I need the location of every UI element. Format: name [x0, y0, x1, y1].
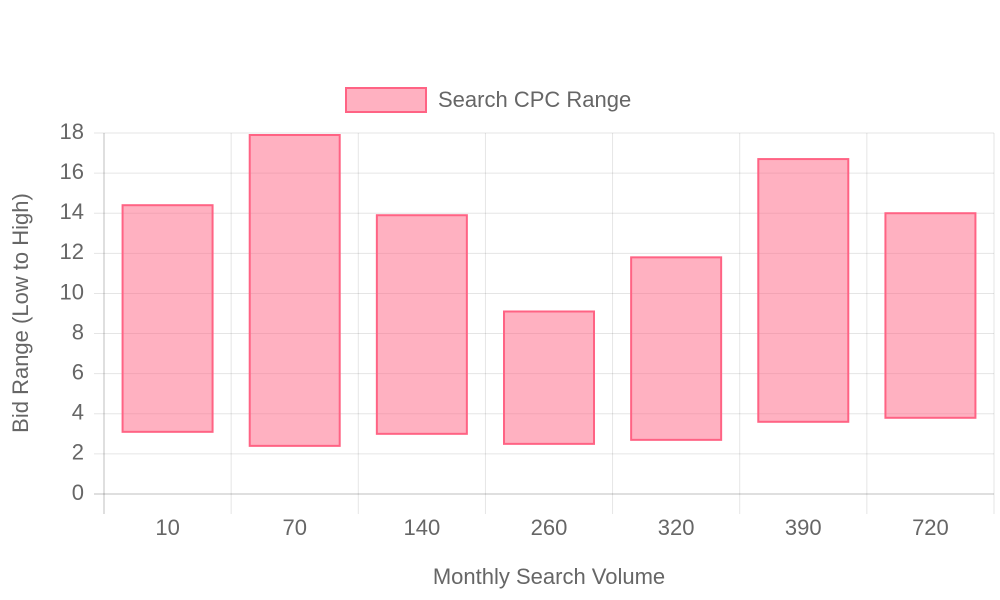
bar	[375, 214, 468, 435]
x-tick-label: 320	[658, 515, 695, 540]
x-tick-label: 720	[912, 515, 949, 540]
x-tick-label: 260	[531, 515, 568, 540]
y-tick-label: 2	[72, 440, 84, 465]
y-tick-label: 4	[72, 400, 84, 425]
bar	[757, 158, 850, 423]
bar	[121, 204, 214, 433]
y-tick-label: 6	[72, 359, 84, 384]
x-tick-label: 70	[282, 515, 306, 540]
y-tick-label: 14	[60, 199, 84, 224]
x-axis-title: Monthly Search Volume	[433, 564, 665, 589]
y-tick-label: 10	[60, 279, 84, 304]
y-tick-label: 12	[60, 239, 84, 264]
y-tick-label: 8	[72, 319, 84, 344]
legend-swatch	[345, 87, 427, 113]
y-tick-label: 0	[72, 480, 84, 505]
y-axis-title: Bid Range (Low to High)	[8, 193, 33, 433]
legend-label: Search CPC Range	[438, 87, 631, 112]
y-tick-label: 16	[60, 159, 84, 184]
y-tick-label: 18	[60, 119, 84, 144]
x-tick-label: 140	[403, 515, 440, 540]
bar	[884, 212, 977, 419]
bar	[503, 310, 595, 445]
bar	[248, 134, 341, 447]
x-tick-label: 390	[785, 515, 822, 540]
bar	[630, 256, 723, 441]
x-tick-label: 10	[155, 515, 179, 540]
